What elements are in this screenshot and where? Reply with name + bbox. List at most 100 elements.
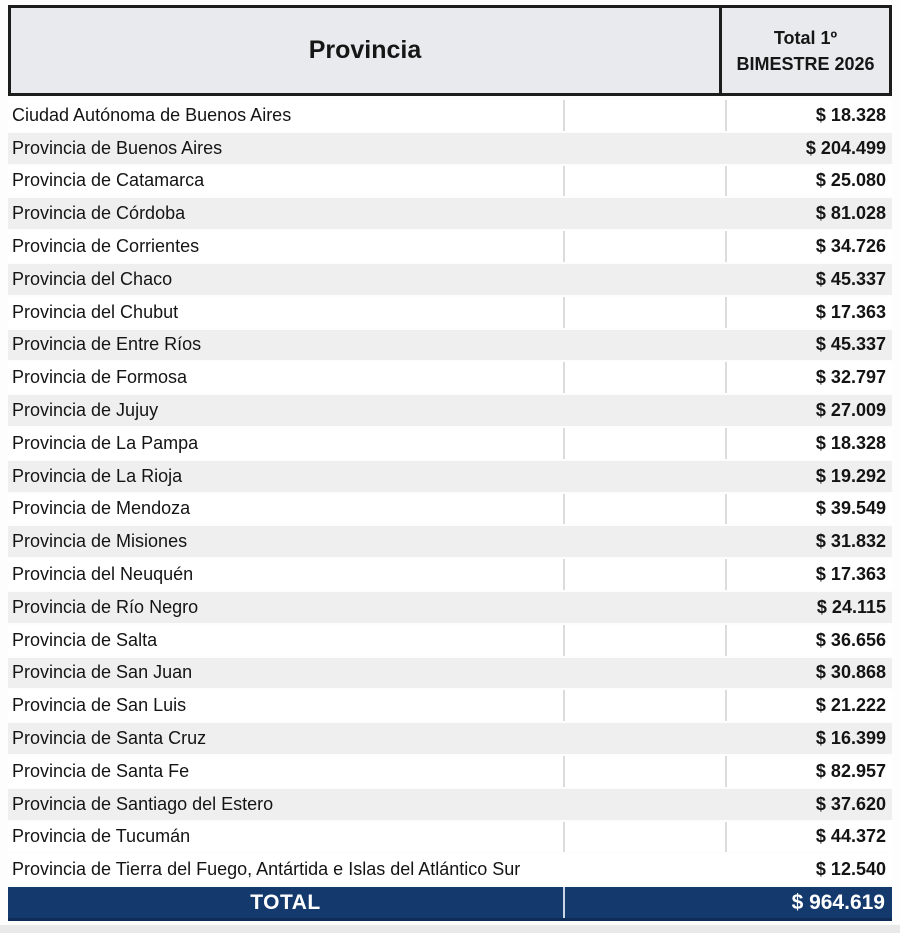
province-name-cell: Provincia del Neuquén <box>12 564 194 585</box>
empty-middle-cell <box>563 461 725 492</box>
empty-middle-cell <box>563 690 725 722</box>
amount-cell: $ 34.726 <box>725 231 892 262</box>
empty-middle-cell <box>563 100 725 131</box>
table-row: Provincia de San Juan $ 30.868 <box>8 657 892 691</box>
table-row: Provincia de Salta $ 36.656 <box>8 624 892 658</box>
empty-middle-cell <box>563 854 725 885</box>
amount-cell: $ 44.372 <box>725 821 892 853</box>
province-name-cell: Provincia de Santiago del Estero <box>12 793 274 814</box>
table-row: Provincia del Chubut $ 17.363 <box>8 296 892 330</box>
table-row: Provincia de La Pampa $ 18.328 <box>8 427 892 461</box>
amount-cell: $ 39.549 <box>725 493 892 525</box>
amount-cell: $ 45.337 <box>815 334 886 355</box>
empty-middle-cell <box>563 493 725 525</box>
table-row: Provincia de San Luis $ 21.222 <box>8 690 892 724</box>
header-cell-total: Total 1º BIMESTRE 2026 <box>722 8 889 93</box>
amount-cell: $ 27.009 <box>815 400 886 421</box>
empty-middle-cell <box>563 658 725 689</box>
table-row: Provincia de La Rioja $ 19.292 <box>8 460 892 494</box>
empty-middle-cell <box>563 723 725 754</box>
province-name-cell: Provincia de San Juan <box>12 662 193 683</box>
table-row: Provincia de Mendoza $ 39.549 <box>8 493 892 527</box>
empty-middle-cell <box>563 395 725 426</box>
table-row: Provincia de Misiones $ 31.832 <box>8 526 892 560</box>
province-name-cell: Provincia de Catamarca <box>12 170 205 191</box>
province-name-cell: Provincia de Jujuy <box>12 400 159 421</box>
table-row: Provincia del Chaco $ 45.337 <box>8 263 892 297</box>
empty-middle-cell <box>563 264 725 295</box>
amount-cell: $ 36.656 <box>725 624 892 656</box>
province-name-cell: Provincia de Córdoba <box>12 203 186 224</box>
province-name-cell: Provincia de Santa Fe <box>12 760 190 781</box>
province-name-cell: Provincia de Santa Cruz <box>12 728 207 749</box>
table-row: Provincia de Río Negro $ 24.115 <box>8 591 892 625</box>
amount-cell: $ 37.620 <box>815 793 886 814</box>
province-name-cell: Provincia de Salta <box>12 629 158 650</box>
table-row: Provincia de Corrientes $ 34.726 <box>8 231 892 264</box>
amount-cell: $ 18.328 <box>725 100 892 131</box>
table-row: Provincia del Neuquén $ 17.363 <box>8 559 892 592</box>
table-row: Provincia de Tucumán $ 44.372 <box>8 821 892 855</box>
empty-middle-cell <box>563 133 725 164</box>
empty-middle-cell <box>563 755 725 787</box>
amount-cell: $ 16.399 <box>815 728 886 749</box>
provincia-table: Provincia Total 1º BIMESTRE 2026 Ciudad … <box>8 5 892 922</box>
table-row: Provincia de Formosa $ 32.797 <box>8 362 892 396</box>
amount-cell: $ 21.222 <box>725 690 892 722</box>
empty-middle-cell <box>563 592 725 623</box>
table-row: Provincia de Santiago del Estero $ 37.62… <box>8 788 892 822</box>
amount-cell: $ 24.115 <box>816 596 886 617</box>
empty-middle-cell <box>563 427 725 459</box>
empty-middle-cell <box>563 789 725 820</box>
table-header-row: Provincia Total 1º BIMESTRE 2026 <box>8 5 892 96</box>
table-row: Provincia de Jujuy $ 27.009 <box>8 395 892 428</box>
header-total-line2: BIMESTRE 2026 <box>736 53 875 74</box>
empty-middle-cell <box>563 330 725 361</box>
table-row: Provincia de Santa Fe $ 82.957 <box>8 755 892 789</box>
amount-cell: $ 18.328 <box>725 427 892 459</box>
empty-middle-cell <box>563 296 725 328</box>
empty-middle-cell <box>563 231 725 262</box>
amount-cell: $ 82.957 <box>725 755 892 787</box>
empty-middle-cell <box>563 362 725 394</box>
total-label: TOTAL <box>250 890 321 914</box>
province-name-cell: Provincia de Misiones <box>12 531 188 552</box>
amount-cell: $ 81.028 <box>815 203 886 224</box>
table-row: Provincia de Córdoba $ 81.028 <box>8 198 892 232</box>
table-row: Provincia de Tierra del Fuego, Antártida… <box>8 854 892 888</box>
province-name-cell: Ciudad Autónoma de Buenos Aires <box>12 104 292 125</box>
table-body: Ciudad Autónoma de Buenos Aires $ 18.328… <box>8 100 892 888</box>
amount-cell: $ 19.292 <box>815 465 886 486</box>
table-row: Provincia de Catamarca $ 25.080 <box>8 165 892 199</box>
empty-middle-cell <box>563 198 725 229</box>
table-row: Provincia de Santa Cruz $ 16.399 <box>8 723 892 756</box>
province-name-cell: Provincia de Buenos Aires <box>12 137 223 158</box>
total-value: $ 964.619 <box>563 887 892 919</box>
province-name-cell: Provincia de Entre Ríos <box>12 334 202 355</box>
total-row: TOTAL $ 964.619 <box>8 887 892 922</box>
header-total-line1: Total 1º <box>773 27 838 48</box>
empty-middle-cell <box>563 165 725 197</box>
province-name-cell: Provincia de La Pampa <box>12 432 199 453</box>
amount-cell: $ 17.363 <box>725 296 892 328</box>
amount-cell: $ 25.080 <box>725 165 892 197</box>
empty-middle-cell <box>563 821 725 853</box>
empty-middle-cell <box>563 526 725 557</box>
province-name-cell: Provincia de San Luis <box>12 695 187 716</box>
province-name-cell: Provincia de Mendoza <box>12 498 191 519</box>
province-name-cell: Provincia de Río Negro <box>12 596 199 617</box>
province-name-cell: Provincia del Chubut <box>12 301 179 322</box>
province-name-cell: Provincia de Corrientes <box>12 236 200 257</box>
amount-cell: $ 45.337 <box>815 268 886 289</box>
amount-cell: $ 30.868 <box>815 662 886 683</box>
province-name-cell: Provincia del Chaco <box>12 268 173 289</box>
empty-middle-cell <box>563 559 725 590</box>
province-name-cell: Provincia de Formosa <box>12 367 188 388</box>
table-row: Provincia de Buenos Aires $ 204.499 <box>8 132 892 166</box>
province-name-cell: Provincia de Tucumán <box>12 826 191 847</box>
header-cell-provincia: Provincia <box>11 8 722 93</box>
province-name-cell: Provincia de Tierra del Fuego, Antártida… <box>12 859 521 880</box>
empty-middle-cell <box>563 624 725 656</box>
amount-cell: $ 31.832 <box>815 531 886 552</box>
